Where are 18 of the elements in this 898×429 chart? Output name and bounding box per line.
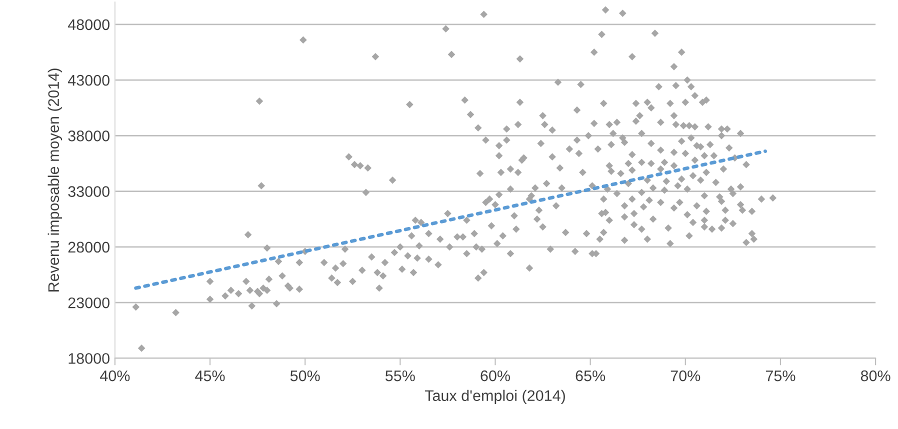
y-tick-label: 28000 [68,242,110,253]
x-tick-label: 75% [766,370,796,382]
x-axis-title: Taux d'emploi (2014) [424,390,565,404]
y-tick-label: 23000 [68,297,110,308]
y-tick-label: 38000 [68,130,110,142]
x-tick-label: 45% [195,370,225,382]
y-tick-label: 48000 [68,19,110,30]
x-tick-label: 80% [860,370,890,382]
x-tick-label: 65% [576,370,606,382]
y-tick-label: 18000 [68,353,110,364]
x-tick-label: 60% [480,370,510,382]
y-axis-title: Revenu imposable moyen (2014) [48,68,62,292]
y-tick-label: 33000 [68,186,110,197]
x-tick-label: 70% [670,370,700,382]
x-tick-label: 55% [385,370,415,382]
x-tick-label: 50% [290,370,320,382]
x-tick-label: 40% [100,370,130,382]
y-tick-label: 43000 [68,74,110,86]
